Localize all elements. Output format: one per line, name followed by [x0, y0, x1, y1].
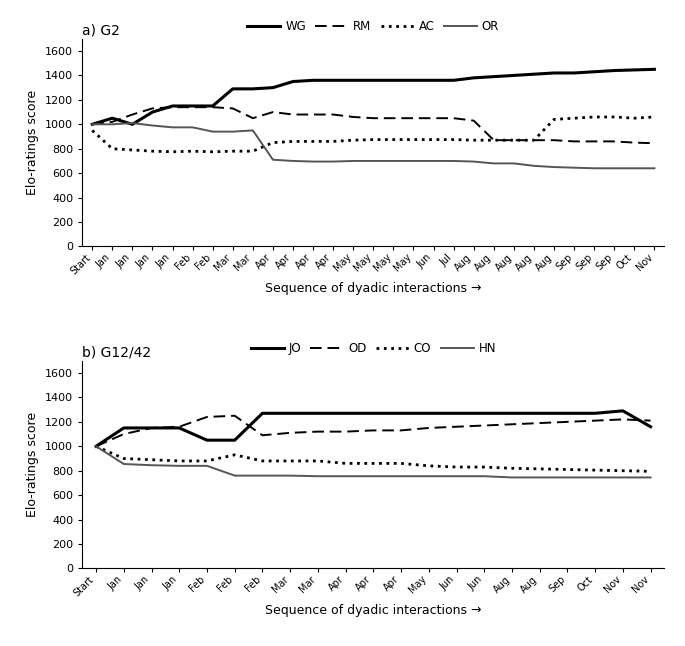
Legend: JO, OD, CO, HN: JO, OD, CO, HN: [246, 338, 501, 360]
Text: b) G12/42: b) G12/42: [82, 346, 151, 360]
Y-axis label: Elo-ratings score: Elo-ratings score: [27, 90, 40, 195]
Y-axis label: Elo-ratings score: Elo-ratings score: [27, 412, 40, 517]
Legend: WG, RM, AC, OR: WG, RM, AC, OR: [242, 16, 504, 38]
X-axis label: Sequence of dyadic interactions →: Sequence of dyadic interactions →: [265, 603, 482, 616]
Text: a) G2: a) G2: [82, 24, 120, 37]
X-axis label: Sequence of dyadic interactions →: Sequence of dyadic interactions →: [265, 282, 482, 295]
